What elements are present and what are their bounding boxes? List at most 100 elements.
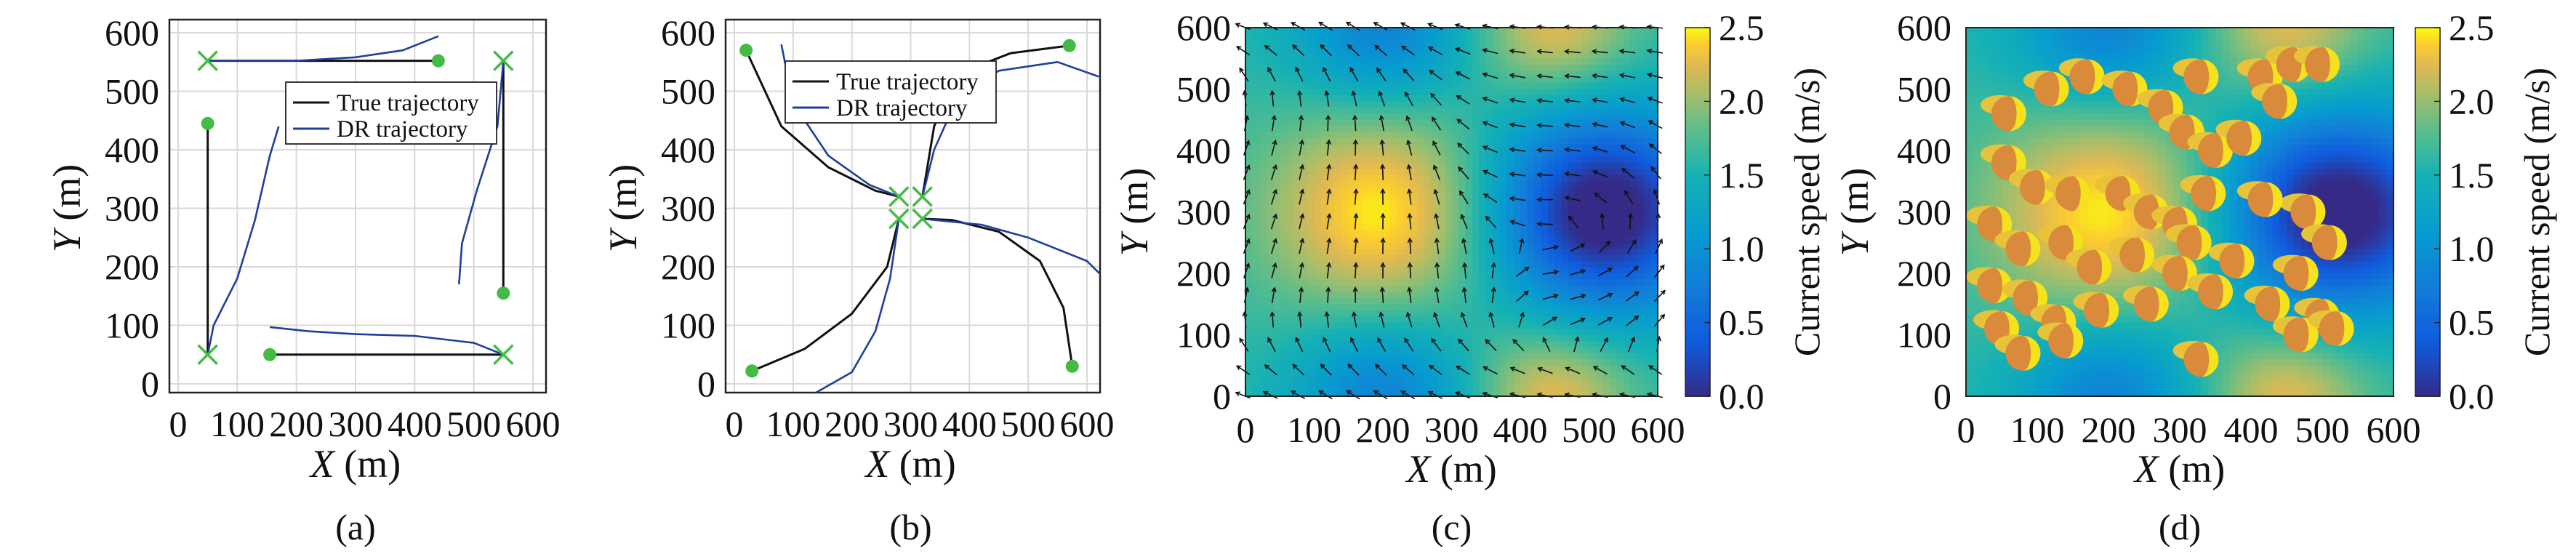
heat-cell: [1307, 322, 1315, 329]
heat-cell: [1527, 273, 1535, 281]
colorbar-step: [1685, 274, 1710, 279]
heat-cell: [1403, 236, 1411, 244]
heat-cell: [1383, 267, 1391, 274]
current-arrowhead: [1323, 66, 1328, 73]
heat-cell: [1644, 304, 1652, 311]
heat-cell: [1280, 52, 1288, 60]
heat-cell: [1458, 365, 1466, 372]
heat-cell: [1259, 390, 1267, 397]
heat-cell: [1451, 150, 1459, 158]
heat-cell: [1245, 390, 1253, 397]
current-arrowhead: [1432, 116, 1437, 122]
heat-cell: [1541, 89, 1549, 96]
heat-cell: [1286, 89, 1294, 96]
heat-cell: [1561, 46, 1569, 53]
heat-cell: [1300, 46, 1308, 53]
heat-cell: [1650, 132, 1658, 139]
heat-cell: [1300, 217, 1308, 225]
heat-cell: [1602, 279, 1610, 286]
heat-cell: [1533, 150, 1542, 158]
heat-cell: [1280, 113, 1288, 121]
heat-cell: [1513, 242, 1521, 249]
heat-cell: [1314, 347, 1322, 354]
heat-cell: [1389, 107, 1397, 115]
current-arrow: [1621, 168, 1635, 179]
heat-cell: [1582, 329, 1590, 336]
heat-cell: [1396, 58, 1405, 65]
heat-cell: [1589, 347, 1597, 354]
heat-cell: [1266, 322, 1274, 329]
current-arrow: [1409, 238, 1411, 254]
heat-cell: [1568, 150, 1576, 158]
heat-cell: [1499, 162, 1507, 170]
current-arrowhead: [1267, 337, 1272, 343]
start-point-marker: [263, 348, 277, 361]
heat-cell: [1403, 199, 1411, 206]
heat-cell: [1451, 212, 1459, 219]
heat-cell: [1520, 224, 1528, 231]
current-arrowhead: [1536, 122, 1542, 128]
current-arrow: [1291, 22, 1306, 31]
heat-cell: [1320, 304, 1329, 311]
current-arrowhead: [1245, 238, 1251, 244]
heat-cell: [1485, 261, 1493, 268]
heat-cell: [1307, 156, 1315, 164]
heat-cell: [1994, 249, 2002, 256]
current-arrow: [1402, 364, 1415, 376]
heat-cell: [1479, 76, 1487, 84]
heat-cell: [1307, 230, 1315, 238]
heat-cell: [1252, 174, 1260, 182]
heat-cell: [1568, 353, 1576, 361]
heat-cell: [1417, 267, 1425, 274]
heat-cell: [1259, 230, 1267, 238]
heat-cell: [1623, 329, 1631, 336]
heat-cell: [1437, 285, 1445, 293]
heat-cell: [1527, 365, 1535, 372]
heat-cell: [1300, 95, 1308, 103]
heat-cell: [1980, 254, 1989, 262]
heat-cell: [1623, 46, 1631, 53]
heat-cell: [1966, 217, 1974, 225]
heat-cell: [1341, 83, 1349, 90]
heat-cell: [2008, 187, 2017, 194]
heat-cell: [1307, 390, 1315, 397]
heat-cell: [1348, 254, 1356, 262]
dr-trajectory-line: [269, 326, 504, 356]
heat-cell: [1307, 144, 1315, 151]
heat-cell: [1362, 64, 1370, 71]
current-arrow: [1512, 339, 1525, 352]
heat-cell: [1472, 95, 1480, 103]
heat-cell: [2008, 89, 2017, 96]
heat-cell: [1396, 230, 1405, 238]
heatmap: [1245, 28, 1658, 397]
heat-cell: [1417, 340, 1425, 348]
heat-cell: [1369, 83, 1377, 90]
heat-cell: [1403, 64, 1411, 71]
heat-cell: [1589, 150, 1597, 158]
heat-cell: [1637, 95, 1645, 103]
heat-cell: [2002, 353, 2010, 361]
heat-cell: [1272, 119, 1281, 127]
heat-cell: [1320, 384, 1329, 391]
heat-cell: [1362, 169, 1370, 176]
current-arrowhead: [1485, 215, 1490, 221]
current-arrow: [1594, 193, 1608, 204]
current-arrowhead: [1435, 262, 1440, 268]
heat-cell: [1451, 273, 1459, 281]
heat-cell: [1637, 193, 1645, 201]
heat-cell: [1533, 162, 1542, 170]
heat-cell: [1616, 46, 1624, 53]
heat-cell: [1513, 206, 1521, 213]
heat-cell: [1396, 33, 1405, 41]
heat-cell: [1389, 46, 1397, 53]
heat-cell: [1307, 254, 1315, 262]
heat-cell: [2008, 64, 2017, 71]
current-arrowhead: [1542, 337, 1548, 342]
heat-cell: [1595, 322, 1604, 329]
heat-cell: [1527, 224, 1535, 231]
heat-cell: [1272, 83, 1281, 90]
heat-cell: [1973, 28, 1981, 35]
heat-cell: [1431, 199, 1439, 206]
current-arrowhead: [1352, 311, 1357, 317]
current-arrow: [1319, 390, 1333, 400]
